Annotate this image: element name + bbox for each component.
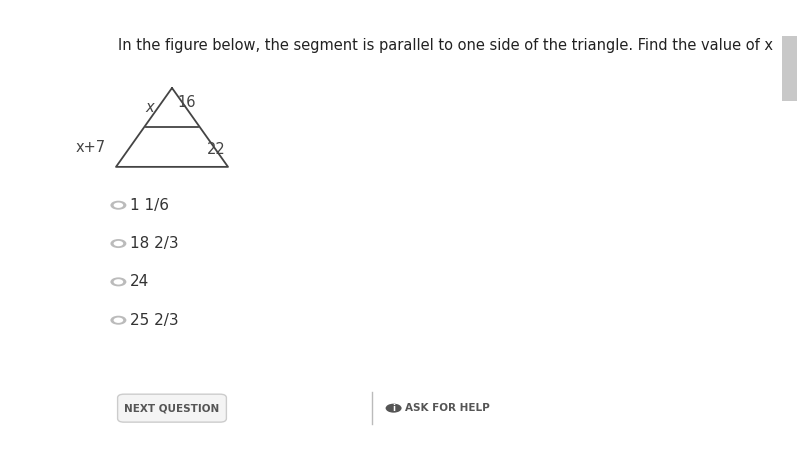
- Text: 18 2/3: 18 2/3: [130, 236, 178, 251]
- Circle shape: [110, 201, 126, 210]
- Circle shape: [114, 279, 123, 285]
- Circle shape: [114, 202, 123, 208]
- Text: 1 1/6: 1 1/6: [130, 198, 169, 213]
- Text: x: x: [145, 100, 154, 115]
- Text: 22: 22: [206, 142, 225, 157]
- Circle shape: [386, 404, 402, 413]
- Text: x+7: x+7: [75, 140, 106, 156]
- Circle shape: [110, 277, 126, 286]
- Text: NEXT QUESTION: NEXT QUESTION: [124, 403, 220, 413]
- Text: ASK FOR HELP: ASK FOR HELP: [405, 403, 490, 413]
- FancyBboxPatch shape: [118, 394, 226, 422]
- Circle shape: [114, 318, 123, 323]
- Text: In the figure below, the segment is parallel to one side of the triangle. Find t: In the figure below, the segment is para…: [118, 37, 774, 53]
- Text: 25 2/3: 25 2/3: [130, 313, 178, 328]
- Circle shape: [110, 239, 126, 248]
- Circle shape: [114, 241, 123, 246]
- Text: 24: 24: [130, 274, 149, 290]
- Text: i: i: [392, 404, 395, 413]
- Text: 16: 16: [178, 95, 196, 110]
- Circle shape: [110, 316, 126, 325]
- FancyBboxPatch shape: [782, 36, 797, 101]
